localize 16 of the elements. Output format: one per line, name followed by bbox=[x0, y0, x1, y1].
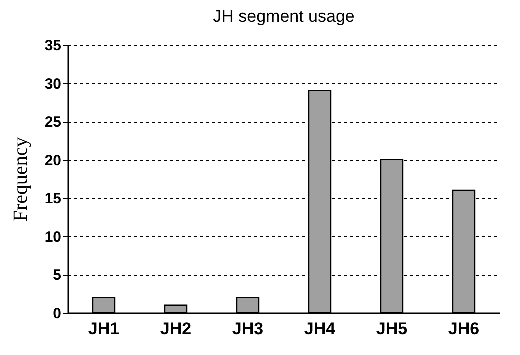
x-tick-label: JH3 bbox=[232, 320, 264, 338]
chart-title: JH segment usage bbox=[213, 7, 355, 26]
y-tick-label: 10 bbox=[44, 228, 62, 246]
x-tick-label: JH1 bbox=[88, 320, 120, 338]
x-tick-label: JH5 bbox=[376, 320, 408, 338]
y-tick-label: 30 bbox=[44, 76, 62, 93]
y-axis-title: Frequency bbox=[10, 137, 32, 222]
y-tick-label: 0 bbox=[53, 306, 62, 322]
y-tick-label: 20 bbox=[44, 152, 62, 170]
y-tick-label: 5 bbox=[53, 267, 62, 284]
x-tick-label: JH6 bbox=[448, 320, 480, 338]
y-tick-label: 25 bbox=[44, 114, 62, 132]
x-tick-label: JH2 bbox=[160, 320, 192, 338]
x-tick-label: JH4 bbox=[304, 320, 336, 338]
y-tick-label: 35 bbox=[44, 38, 62, 54]
y-tick-label: 15 bbox=[44, 190, 62, 208]
